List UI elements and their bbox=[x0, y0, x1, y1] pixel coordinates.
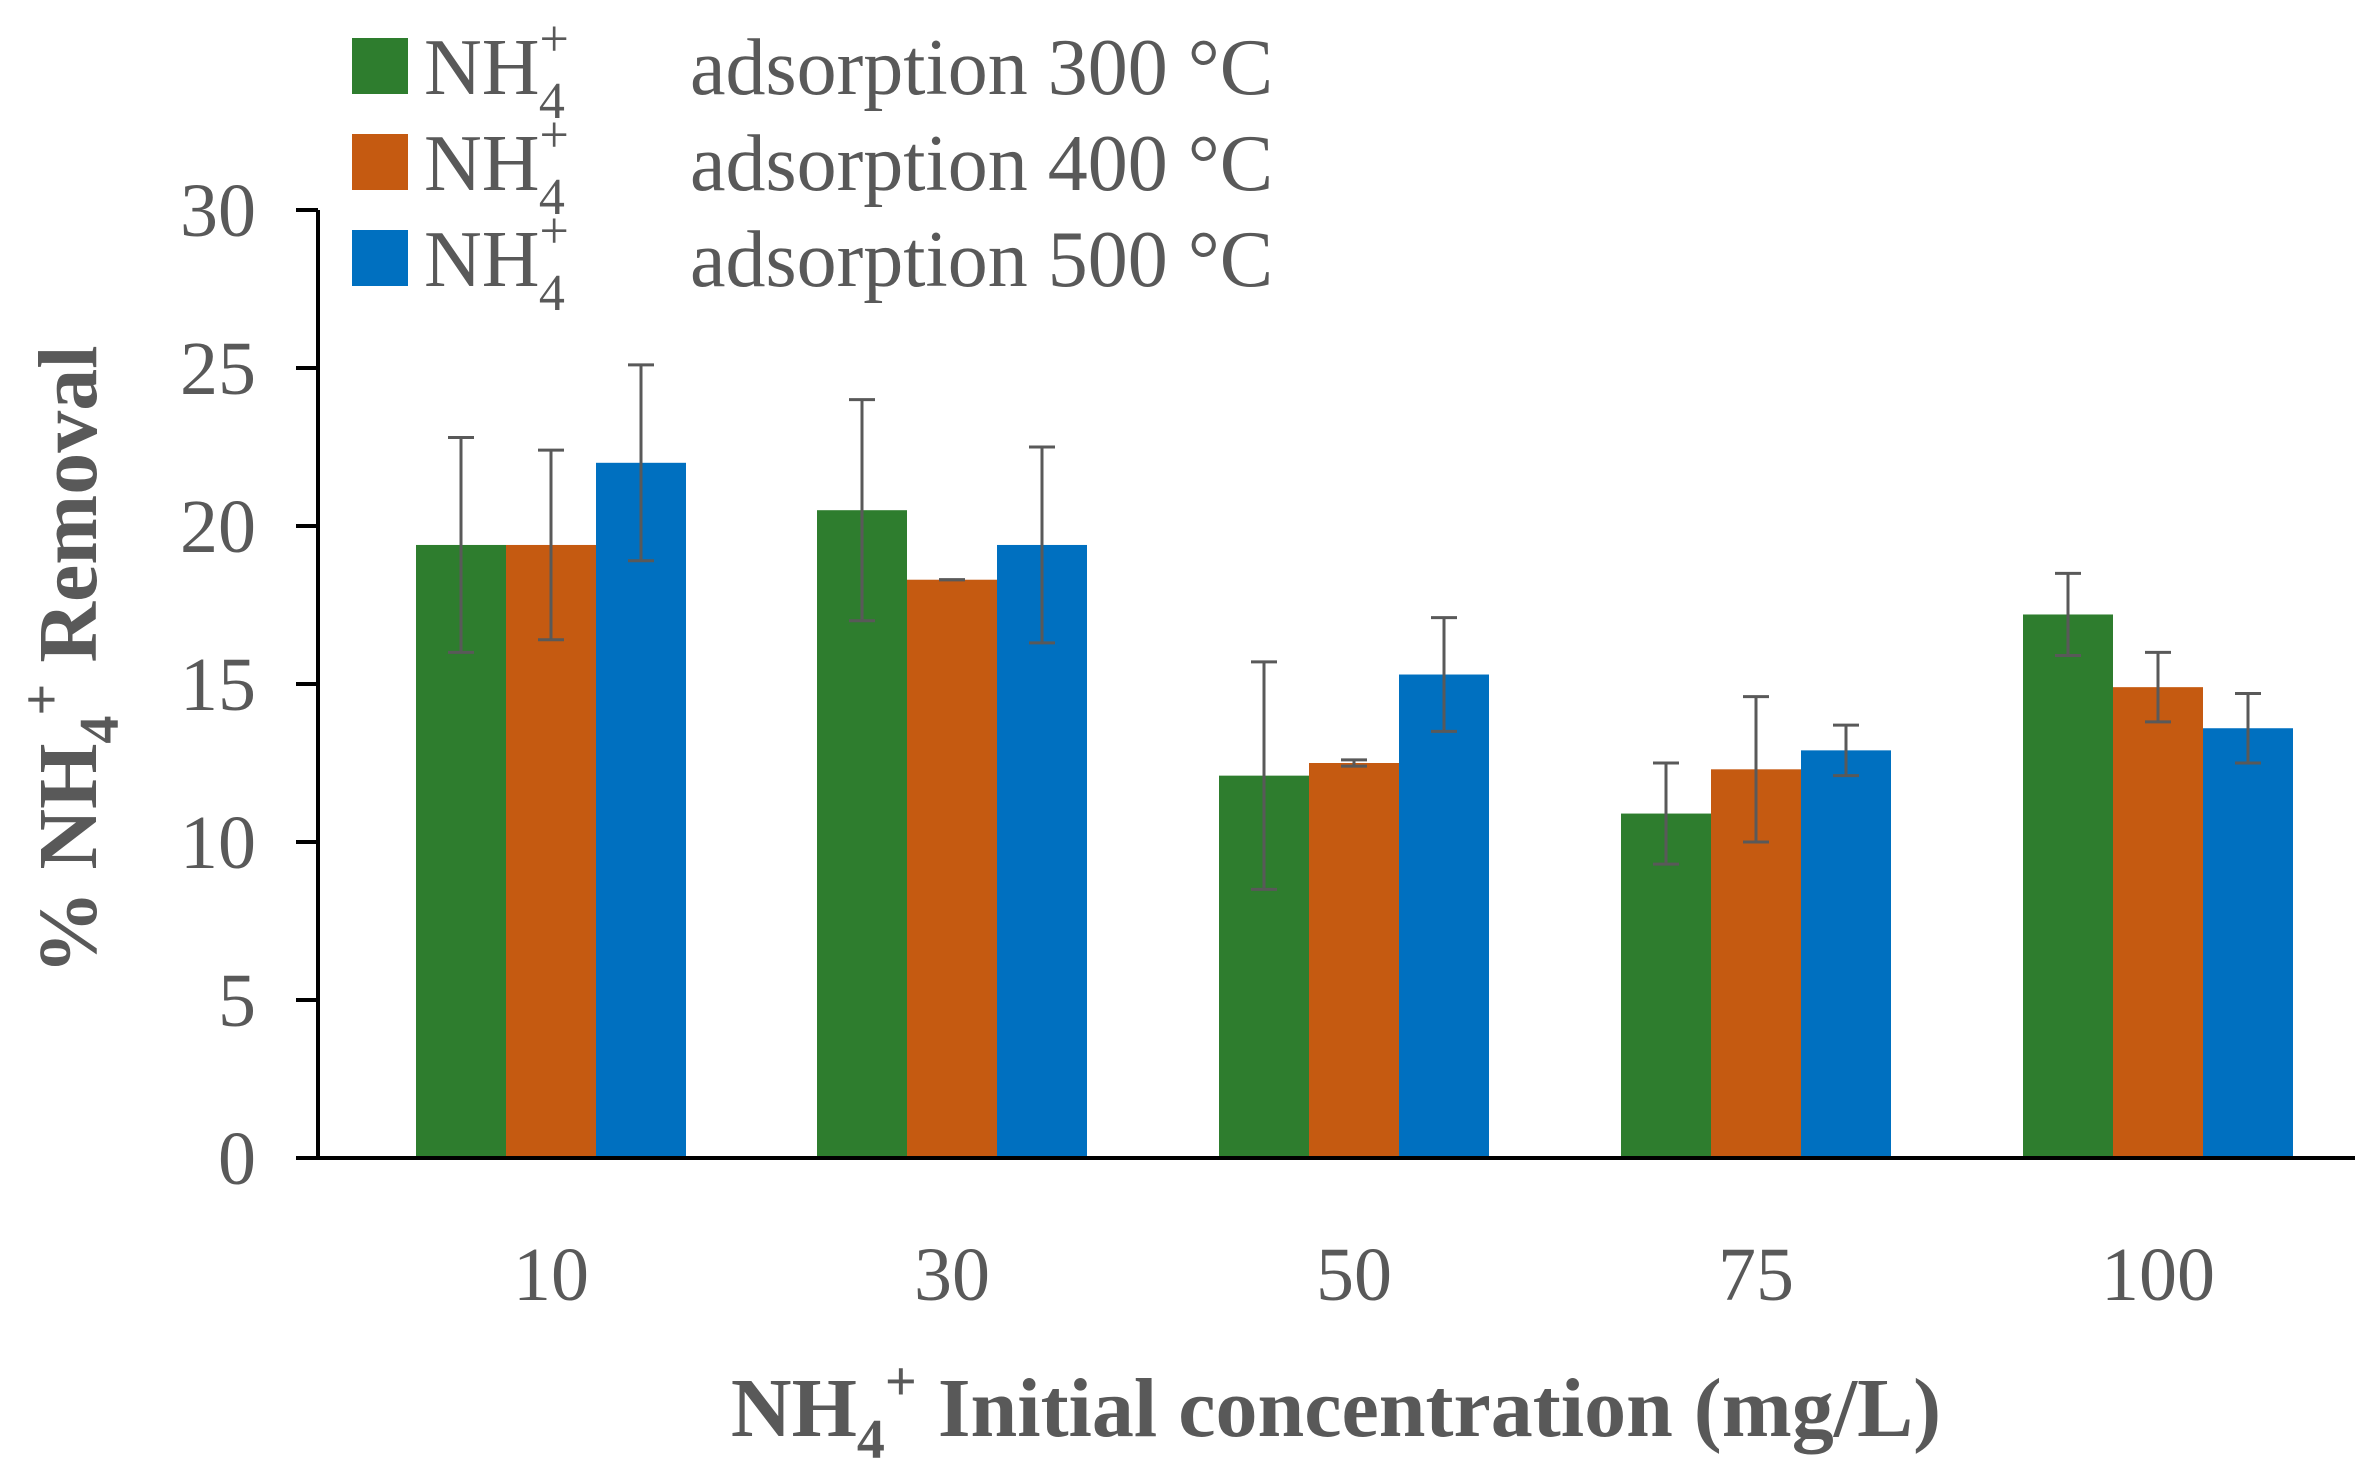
legend-label-formula-1: NH+ 4 bbox=[424, 107, 569, 226]
bar-1-30 bbox=[907, 579, 997, 1158]
legend-label-text-0: adsorption 300 °C bbox=[690, 24, 1273, 112]
bar-2-10 bbox=[596, 462, 686, 1158]
legend: NH+ 4 adsorption 300 °C NH+ 4 adsorption 400 … bbox=[352, 11, 1273, 322]
bar-2-100 bbox=[2203, 728, 2293, 1158]
legend-swatch-2 bbox=[352, 230, 408, 286]
y-tick-label-15: 15 bbox=[180, 643, 256, 727]
legend-swatch-0 bbox=[352, 38, 408, 94]
y-tick-label-10: 10 bbox=[180, 801, 256, 885]
y-tick-label-5: 5 bbox=[218, 959, 256, 1043]
x-tick-label-100: 100 bbox=[2101, 1233, 2215, 1317]
y-tick-label-20: 20 bbox=[180, 485, 256, 569]
plot-area: 0 5 10 15 20 25 30 10 30 50 75 100 bbox=[180, 169, 2355, 1317]
legend-label-formula-0: NH+ 4 bbox=[424, 11, 569, 130]
bar-1-50 bbox=[1309, 763, 1399, 1158]
y-axis-title: % NH4+ Removal bbox=[11, 345, 131, 974]
y-tick-label-25: 25 bbox=[180, 327, 256, 411]
bar-1-10 bbox=[506, 544, 596, 1158]
legend-label-text-1: adsorption 400 °C bbox=[690, 120, 1273, 208]
bar-2-30 bbox=[997, 544, 1087, 1158]
x-tick-label-50: 50 bbox=[1316, 1233, 1392, 1317]
legend-label-formula-2: NH+ 4 bbox=[424, 203, 569, 322]
y-tick-label-30: 30 bbox=[180, 169, 256, 253]
bar-1-100 bbox=[2113, 687, 2203, 1158]
legend-label-text-2: adsorption 500 °C bbox=[690, 216, 1273, 304]
bar-0-100 bbox=[2023, 614, 2113, 1158]
x-tick-label-30: 30 bbox=[914, 1233, 990, 1317]
bar-0-75 bbox=[1621, 813, 1711, 1158]
bar-2-75 bbox=[1801, 750, 1891, 1158]
x-axis-title: NH4+ Initial concentration (mg/L) bbox=[731, 1351, 1941, 1471]
x-tick-label-75: 75 bbox=[1718, 1233, 1794, 1317]
bar-2-50 bbox=[1399, 674, 1489, 1158]
y-tick-label-0: 0 bbox=[218, 1117, 256, 1201]
x-tick-label-10: 10 bbox=[513, 1233, 589, 1317]
legend-swatch-1 bbox=[352, 134, 408, 190]
